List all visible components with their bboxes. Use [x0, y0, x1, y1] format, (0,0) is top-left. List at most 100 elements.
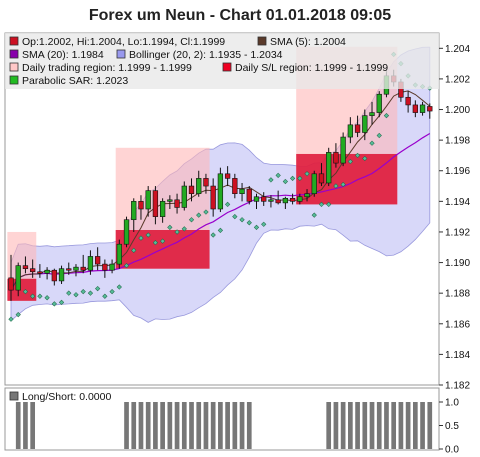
sma20-line: [10, 132, 431, 291]
candle: [188, 185, 195, 194]
legend-label: SMA (5): 1.2004: [270, 36, 346, 48]
long-short-panel: [15, 402, 433, 449]
long-short-bar: [181, 402, 187, 449]
candle: [116, 243, 122, 265]
legend-swatch: [9, 62, 19, 72]
sar-dot: [87, 290, 94, 296]
sar-dot: [304, 171, 310, 177]
long-short-bar: [145, 402, 151, 449]
price-axis: 1.204 1.202 1.200 1.198 1.196 1.194 1.192 1.190…: [439, 44, 470, 392]
sar-dot: [224, 201, 231, 208]
candle: [376, 93, 382, 113]
candle: [30, 268, 36, 273]
y-tick-label: 0.5: [445, 421, 459, 432]
candle: [253, 196, 260, 202]
y-tick-label: 1.190: [445, 258, 470, 269]
long-short-bar: [30, 402, 36, 449]
sar-dot: [253, 224, 260, 230]
candle: [196, 178, 202, 194]
long-short-bar: [225, 402, 230, 449]
candle: [232, 178, 238, 194]
legend-label: Long/Short: 0.0000: [22, 391, 111, 403]
candle: [22, 265, 29, 269]
candle: [152, 190, 159, 217]
sar-dot: [347, 158, 353, 165]
candle: [80, 266, 86, 271]
y-tick-label: 0.0: [445, 445, 459, 456]
candle: [362, 115, 368, 133]
long-short-bar: [355, 402, 360, 449]
candle: [354, 124, 361, 133]
legend-label: SMA (20): 1.1984: [22, 49, 104, 61]
long-short-bar: [153, 402, 158, 449]
sar-dot: [318, 201, 325, 208]
candle: [210, 185, 216, 210]
long-short-bar: [376, 402, 382, 449]
legend-swatch: [116, 49, 126, 59]
long-short-bar: [362, 402, 368, 449]
sar-dot: [138, 235, 144, 241]
sar-dot: [123, 263, 130, 269]
candle: [333, 152, 339, 164]
y-tick-label: 1.188: [445, 289, 470, 300]
sar-dot: [196, 212, 202, 218]
sar-dot: [354, 152, 361, 159]
long-short-bar: [131, 402, 137, 449]
y-tick-label: 1.202: [445, 74, 470, 85]
candle: [131, 201, 137, 221]
sar-dot: [369, 140, 375, 146]
sar-dot: [102, 293, 108, 299]
sar-dot: [174, 229, 180, 235]
candle: [44, 269, 50, 274]
candle: [340, 136, 346, 164]
y-tick-label: 1.182: [445, 381, 470, 392]
sar-dot: [145, 232, 151, 238]
candle: [275, 199, 281, 204]
legend-label: Daily trading region: 1.1999 - 1.1999: [22, 62, 192, 74]
candle: [145, 190, 151, 210]
long-short-bar: [369, 402, 375, 449]
legend-swatch: [9, 391, 19, 401]
candle: [181, 185, 187, 208]
sar-dot: [210, 232, 216, 238]
candle: [412, 104, 418, 113]
candle: [203, 178, 209, 187]
long-short-bar: [167, 402, 173, 449]
sar-dot: [73, 292, 79, 298]
sar-dot: [297, 175, 303, 182]
legend-label: Op:1.2002, Hi:1.2004, Lo:1.1994, Cl:1.19…: [22, 36, 225, 48]
y-tick-label: 1.200: [445, 105, 470, 116]
y-tick-label: 1.192: [445, 227, 470, 238]
sar-dot: [376, 132, 382, 139]
long-short-bar: [340, 402, 346, 449]
sar-dot: [340, 181, 346, 188]
long-short-bar: [333, 402, 339, 449]
candle: [224, 173, 231, 179]
candle: [326, 152, 332, 184]
long-short-bar: [420, 402, 425, 449]
long-short-axis: 1.0 0.5 0.0: [439, 398, 459, 456]
candle: [109, 263, 115, 271]
sar-dot: [37, 293, 43, 299]
legend-label: Parabolic SAR: 1.2023: [22, 75, 128, 87]
y-tick-label: 1.196: [445, 166, 470, 177]
sar-dot: [326, 201, 332, 208]
legend-box: [5, 33, 439, 89]
long-short-bar: [239, 402, 245, 449]
long-short-bar: [384, 402, 389, 449]
long-short-bar: [412, 402, 418, 449]
candle: [297, 196, 303, 202]
long-short-bar: [15, 402, 21, 449]
chart-title: Forex um Neun - Chart 01.01.2018 09:05: [89, 7, 391, 24]
long-short-bar: [348, 402, 353, 449]
sar-dot: [58, 299, 65, 305]
sar-dot: [383, 113, 390, 119]
long-short-bar: [196, 402, 202, 449]
long-short-bar: [427, 402, 433, 449]
sar-dot: [261, 221, 267, 227]
candle: [94, 256, 101, 265]
candle: [369, 112, 375, 116]
long-short-bar: [232, 402, 238, 449]
legend-swatch: [9, 49, 19, 59]
